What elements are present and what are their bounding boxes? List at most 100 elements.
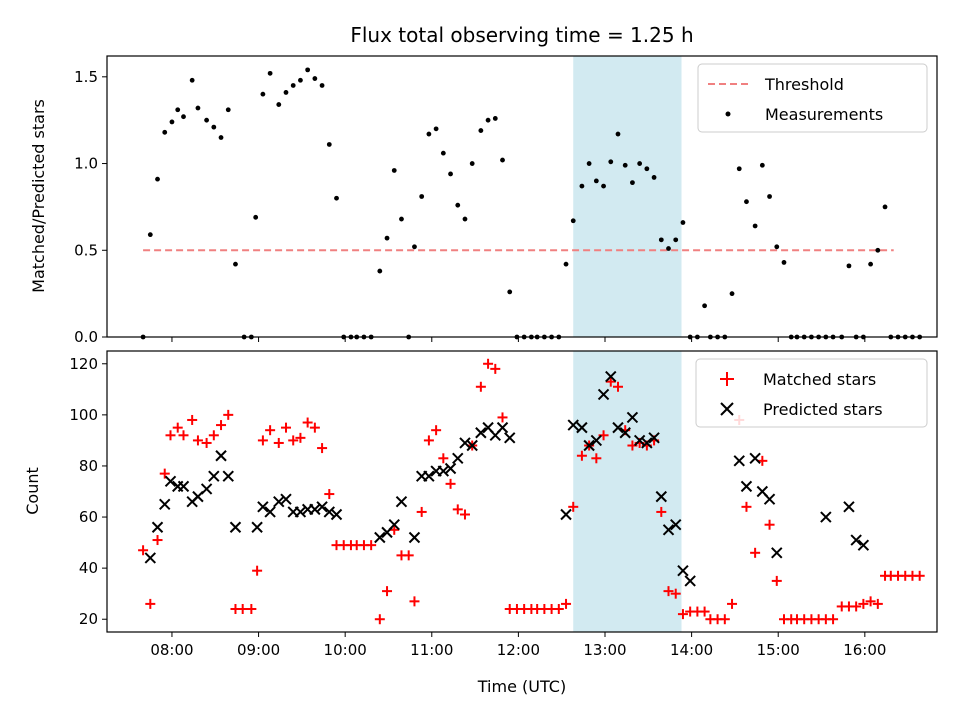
measurement-point <box>147 232 153 238</box>
matched-stars-point <box>172 422 183 433</box>
measurement-point <box>478 128 484 133</box>
measurement-point <box>500 157 505 163</box>
measurement-point <box>155 176 160 182</box>
measurement-point <box>412 244 417 250</box>
matched-stars-point <box>663 586 674 597</box>
measurement-point <box>469 161 475 166</box>
predicted-stars-point <box>567 419 579 431</box>
measurement-point <box>233 261 238 267</box>
measurement-point <box>752 223 758 229</box>
y-tick-label: 40 <box>79 559 98 577</box>
predicted-stars-point <box>626 411 639 424</box>
matched-stars-point <box>366 540 377 551</box>
matched-stars-point <box>159 468 170 479</box>
x-tick-label: 11:00 <box>410 641 453 659</box>
measurement-point <box>448 171 453 177</box>
measurement-point <box>283 90 289 95</box>
measurement-point <box>195 105 201 111</box>
measurement-point <box>391 168 397 173</box>
matched-stars-point <box>719 614 730 625</box>
matched-stars-point <box>865 596 876 607</box>
y-tick-label: 20 <box>79 610 98 628</box>
measurement-point <box>204 117 210 123</box>
matched-stars-point <box>561 598 572 609</box>
matched-stars-point <box>237 604 248 615</box>
x-tick-label: 14:00 <box>670 641 713 659</box>
y-tick-label: 100 <box>69 406 98 424</box>
predicted-stars-point <box>684 575 696 587</box>
matched-stars-point <box>201 437 212 448</box>
measurement-point <box>759 162 765 168</box>
predicted-stars-point <box>264 506 276 518</box>
predicted-stars-point <box>633 434 646 447</box>
y-tick-label: 1.5 <box>74 68 98 86</box>
matched-stars-point <box>178 430 189 441</box>
measurement-point <box>680 220 686 225</box>
measurement-point <box>290 83 296 88</box>
measurement-point <box>462 216 468 222</box>
predicted-stars-point <box>395 496 408 508</box>
top-y-ticks: 0.0 0.5 1.0 1.5 <box>74 68 107 346</box>
measurement-point <box>162 129 168 135</box>
matched-stars-point <box>670 588 681 599</box>
measurement-point <box>253 214 259 220</box>
matched-stars-point <box>677 609 688 620</box>
predicted-stars-point <box>496 421 509 434</box>
matched-stars-point <box>553 604 564 615</box>
matched-stars-point <box>452 504 463 515</box>
predicted-stars-point <box>677 564 689 577</box>
y-tick-label: 120 <box>69 355 98 373</box>
predicted-stars-point <box>294 506 307 518</box>
measurement-point <box>189 77 195 83</box>
matched-stars-point <box>605 376 616 387</box>
measurement-point <box>440 150 446 156</box>
measurement-point <box>736 166 742 172</box>
matched-stars-point <box>851 601 862 612</box>
measurement-point <box>729 291 735 297</box>
predicted-stars-point <box>670 519 682 531</box>
x-axis-label: Time (UTC) <box>477 677 566 696</box>
measurement-point <box>637 161 643 166</box>
x-tick-label: 09:00 <box>237 641 280 659</box>
predicted-stars-point <box>437 465 450 477</box>
matched-stars-point <box>265 425 276 436</box>
measurement-point <box>426 131 432 137</box>
matched-stars-point <box>445 478 456 489</box>
predicted-stars-point <box>560 508 572 521</box>
measurement-point <box>651 175 657 180</box>
matched-stars-point <box>309 422 320 433</box>
measurement-points <box>140 67 923 340</box>
measurement-point <box>384 235 390 241</box>
matched-stars-point <box>273 437 284 448</box>
predicted-stars-point <box>251 521 263 533</box>
top-y-axis-label: Matched/Predicted stars <box>29 99 48 293</box>
measurement-point <box>774 244 780 250</box>
matched-stars-point <box>741 501 752 512</box>
top-x-ticks <box>171 337 866 342</box>
x-tick-label: 12:00 <box>497 641 540 659</box>
top-axes-frame <box>106 55 938 338</box>
matched-stars-point <box>490 363 501 374</box>
predicted-stars-point <box>857 539 870 551</box>
predicted-stars-point <box>388 519 400 531</box>
measurement-point <box>868 261 873 267</box>
predicted-stars-point <box>280 493 292 505</box>
predicted-stars-point <box>619 427 631 439</box>
predicted-stars-point <box>662 524 675 536</box>
measurement-point <box>666 246 671 251</box>
measurement-point <box>875 247 881 253</box>
measurement-point <box>563 261 569 267</box>
measurement-point <box>225 107 231 113</box>
measurement-point <box>326 142 332 147</box>
top-legend: Threshold Measurements <box>697 63 928 133</box>
measurement-point <box>433 126 439 132</box>
measurement-point <box>312 76 318 81</box>
predicted-stars-point <box>408 531 421 544</box>
measurement-point <box>744 199 749 205</box>
matched-stars-point <box>656 506 667 517</box>
matched-stars-point <box>416 506 427 517</box>
matched-stars-point <box>374 614 385 625</box>
matched-stars-point <box>438 453 449 464</box>
matched-stars-point <box>317 443 328 454</box>
matched-stars-point <box>612 381 623 392</box>
